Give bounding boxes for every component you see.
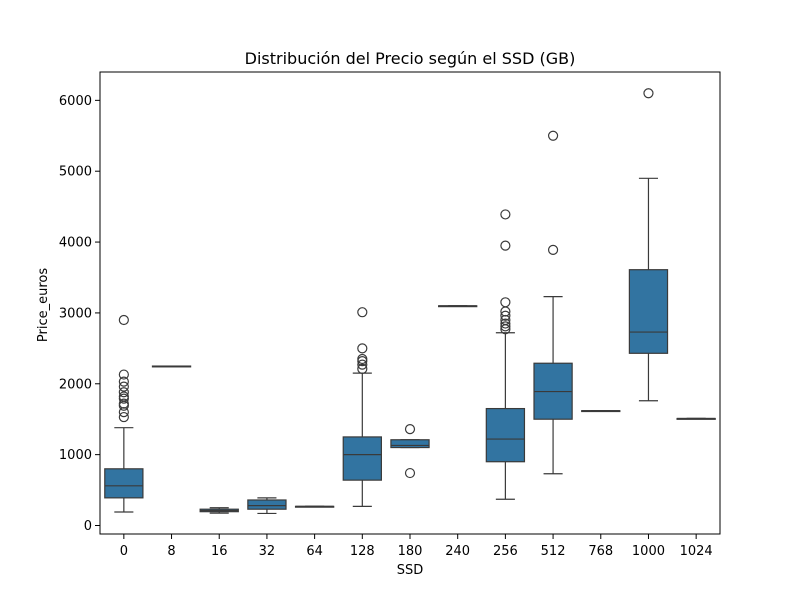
y-tick-label: 4000 xyxy=(59,236,92,251)
box-180 xyxy=(390,424,430,479)
box-512 xyxy=(533,130,573,475)
outlier-point xyxy=(547,130,559,141)
chart-title: Distribución del Precio según el SSD (GB… xyxy=(245,49,576,68)
box-0 xyxy=(104,314,144,513)
outlier-point xyxy=(500,209,511,220)
outlier-point xyxy=(118,381,129,392)
box-1000 xyxy=(628,88,669,402)
x-tick-label: 512 xyxy=(541,544,566,559)
outlier-point xyxy=(547,244,559,255)
x-tick-label: 8 xyxy=(167,544,175,559)
outlier-point xyxy=(118,411,129,423)
outlier-point xyxy=(404,467,416,479)
axes-frame xyxy=(99,71,721,535)
y-axis-label: Price_euros xyxy=(36,268,51,342)
outlier-point xyxy=(118,314,129,326)
x-tick-label: 180 xyxy=(398,544,423,559)
box-16 xyxy=(199,507,239,514)
x-tick-label: 128 xyxy=(350,544,375,559)
outlier-point xyxy=(118,387,129,398)
box-body xyxy=(628,269,669,354)
outlier-point xyxy=(357,363,368,374)
x-tick-label: 16 xyxy=(211,544,228,559)
plot-area xyxy=(104,88,716,515)
x-tick-label: 256 xyxy=(493,544,518,559)
box-body xyxy=(342,436,382,481)
outlier-point xyxy=(118,376,129,387)
box-8 xyxy=(151,365,192,368)
x-tick-label: 768 xyxy=(588,544,613,559)
outlier-point xyxy=(404,424,416,435)
outlier-point xyxy=(643,88,654,99)
box-32 xyxy=(247,497,287,515)
box-128 xyxy=(342,307,382,507)
x-tick-label: 1024 xyxy=(680,544,713,559)
x-axis: 0 8 16 32 64 128 180 240 256 512 768 1000 1024 xyxy=(120,534,713,559)
y-tick-label: 6000 xyxy=(59,94,92,109)
outlier-point xyxy=(500,321,511,332)
y-tick-label: 5000 xyxy=(59,165,92,180)
outlier-point xyxy=(357,307,368,318)
box-body xyxy=(390,439,430,449)
outlier-point xyxy=(500,297,511,308)
y-tick-label: 1000 xyxy=(59,448,92,463)
box-body xyxy=(104,468,144,499)
outlier-point xyxy=(500,310,511,321)
outlier-point xyxy=(118,391,129,402)
box-1024 xyxy=(676,417,716,420)
x-tick-label: 32 xyxy=(259,544,276,559)
box-body xyxy=(247,499,287,510)
outlier-point xyxy=(357,353,368,365)
x-tick-label: 64 xyxy=(306,544,323,559)
box-body xyxy=(485,407,526,463)
x-axis-label: SSD xyxy=(397,563,424,578)
outlier-point xyxy=(357,343,368,354)
outlier-point xyxy=(500,318,511,329)
x-tick-label: 1000 xyxy=(632,544,665,559)
x-tick-label: 240 xyxy=(445,544,470,559)
y-tick-label: 2000 xyxy=(59,377,92,392)
box-768 xyxy=(581,410,621,413)
x-tick-label: 0 xyxy=(120,544,128,559)
box-240 xyxy=(438,305,478,308)
outlier-point xyxy=(118,369,129,380)
outlier-point xyxy=(357,359,368,370)
outlier-point xyxy=(500,240,511,251)
y-tick-label: 3000 xyxy=(59,306,92,321)
outlier-point xyxy=(118,398,129,409)
box-64 xyxy=(294,505,335,508)
y-axis: 0 1000 2000 3000 4000 5000 6000 xyxy=(59,94,100,534)
box-256 xyxy=(485,209,526,500)
y-tick-label: 0 xyxy=(84,519,92,534)
